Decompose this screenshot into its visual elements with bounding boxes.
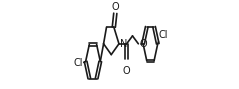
Text: O: O	[112, 2, 120, 12]
Text: O: O	[123, 66, 130, 76]
Text: Cl: Cl	[73, 58, 83, 68]
Text: Cl: Cl	[159, 30, 168, 40]
Text: N: N	[120, 39, 128, 49]
Text: O: O	[139, 39, 147, 49]
